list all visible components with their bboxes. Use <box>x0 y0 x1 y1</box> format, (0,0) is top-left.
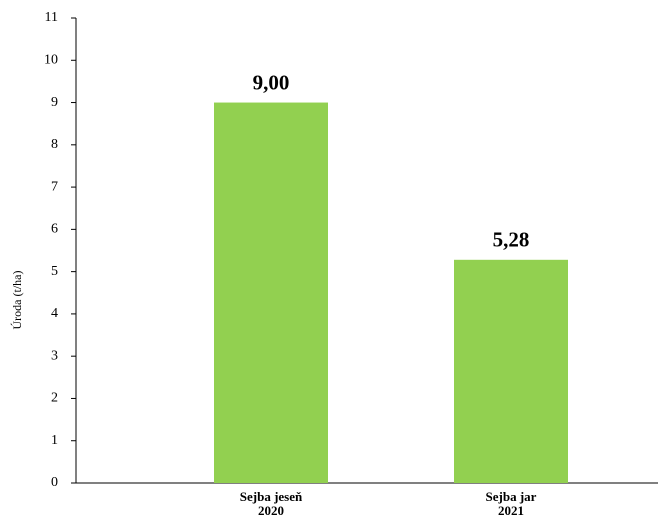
y-tick-label: 11 <box>45 10 58 25</box>
bar <box>214 102 328 483</box>
value-label: 5,28 <box>493 228 530 252</box>
y-axis-label: Úroda (t/ha) <box>10 271 24 330</box>
y-tick-label: 2 <box>51 391 58 406</box>
x-tick-label: 2020 <box>258 503 284 518</box>
y-tick-label: 8 <box>51 137 58 152</box>
y-tick-label: 1 <box>51 433 58 448</box>
y-tick-label: 0 <box>51 475 58 490</box>
y-tick-label: 6 <box>51 222 58 237</box>
x-tick-label: Sejba jar <box>486 489 537 504</box>
y-tick-label: 3 <box>51 348 58 363</box>
y-tick-label: 10 <box>44 52 58 67</box>
y-tick-label: 4 <box>51 306 58 321</box>
bar <box>454 259 568 483</box>
x-tick-label: 2021 <box>498 503 524 518</box>
y-tick-label: 7 <box>51 179 58 194</box>
y-tick-label: 5 <box>51 264 58 279</box>
y-tick-label: 9 <box>51 95 58 110</box>
value-label: 9,00 <box>253 70 290 94</box>
x-tick-label: Sejba jeseň <box>240 489 303 504</box>
